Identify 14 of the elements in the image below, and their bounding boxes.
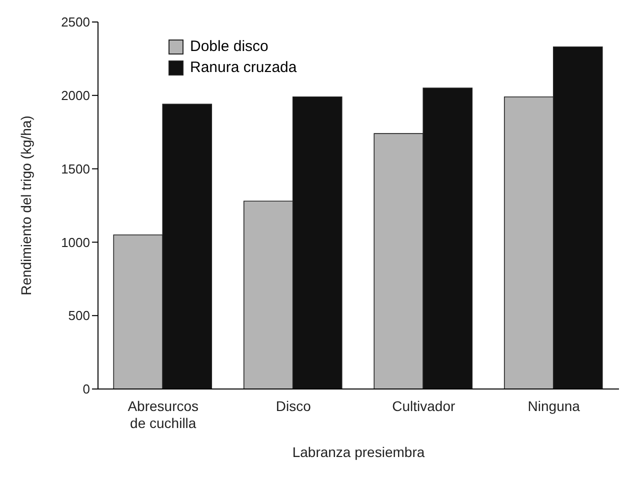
x-tick-label: Ninguna: [528, 398, 580, 414]
y-tick-label: 1000: [61, 234, 90, 250]
x-axis-title: Labranza presiembra: [292, 444, 425, 460]
legend-label: Ranura cruzada: [190, 59, 297, 76]
x-tick-label: Disco: [276, 398, 312, 414]
y-tick-label: 500: [68, 308, 90, 324]
y-tick-label: 1500: [61, 161, 90, 176]
y-tick-label: 2000: [61, 88, 90, 104]
y-tick-label: 0: [82, 382, 90, 397]
y-tick-label: 2500: [61, 14, 90, 30]
legend-label: Doble disco: [190, 38, 268, 55]
y-axis-title: Rendimiento del trigo (kg/ha): [18, 116, 34, 296]
x-tick-label: Abresurcos de cuchilla: [128, 398, 199, 431]
x-tick-label: Cultivador: [392, 398, 456, 414]
